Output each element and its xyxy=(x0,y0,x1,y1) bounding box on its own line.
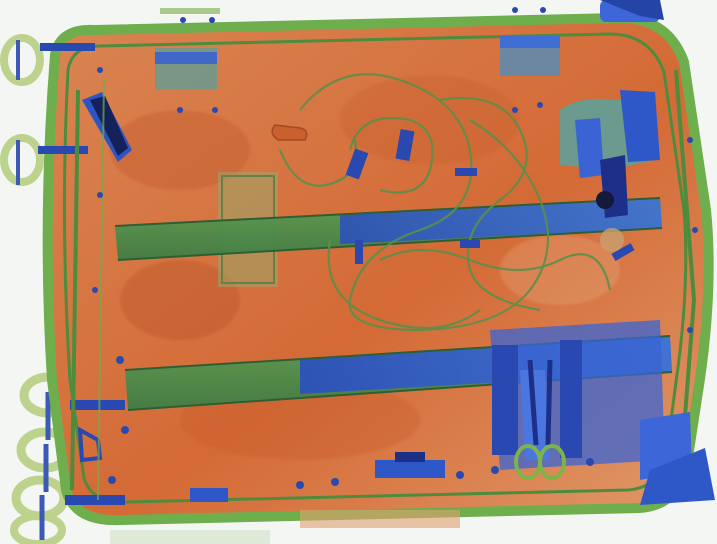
top-edge xyxy=(160,0,664,23)
cable-plugs xyxy=(345,129,635,264)
suitcase-wheels-left xyxy=(0,34,77,544)
top-hinges xyxy=(155,36,560,90)
dense-device xyxy=(560,90,660,252)
upper-trolley-bar xyxy=(114,197,663,261)
left-handle-hardware xyxy=(38,43,132,505)
small-outline-object xyxy=(271,124,308,141)
bottom-hardware xyxy=(108,356,594,544)
rivets xyxy=(92,67,698,333)
tangled-cables xyxy=(278,73,612,332)
scissors-object xyxy=(514,359,566,480)
